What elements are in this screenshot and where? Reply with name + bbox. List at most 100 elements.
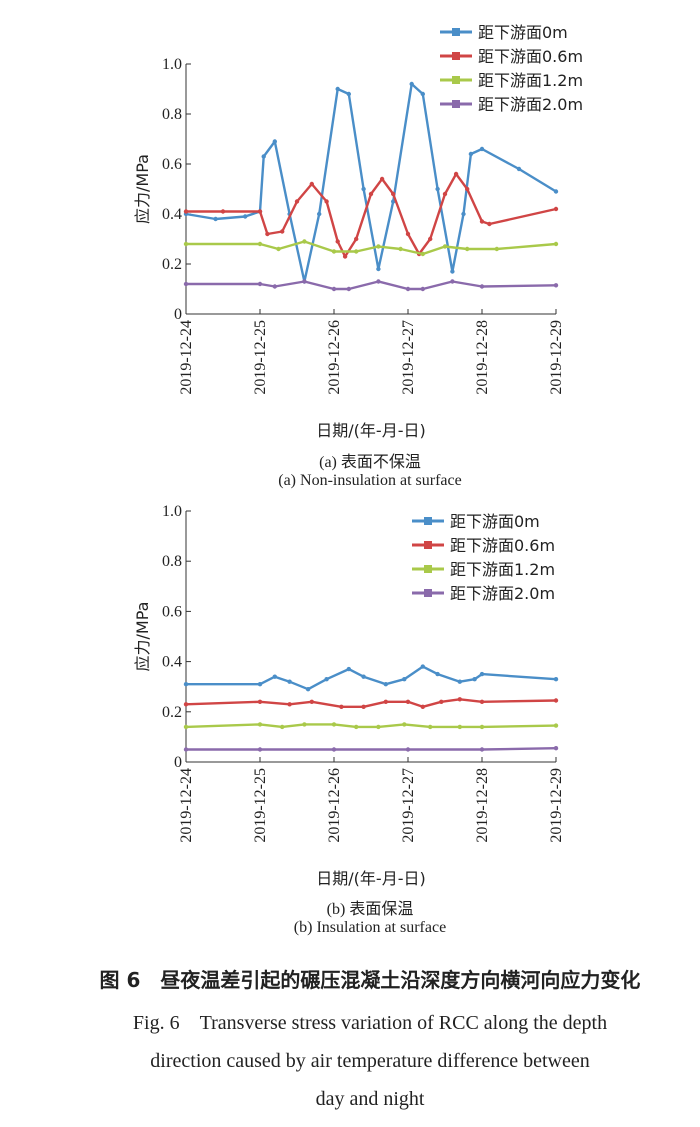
series-marker: [346, 91, 351, 97]
legend-label: 距下游面0.6m: [478, 47, 583, 66]
series-marker: [220, 209, 226, 214]
series-marker: [405, 699, 411, 704]
series-marker: [342, 254, 348, 259]
x-tick-label: 2019-12-29: [548, 320, 565, 395]
series-marker: [346, 666, 351, 672]
x-axis-title: 日期/(年-月-日): [316, 421, 425, 440]
series-marker: [324, 677, 329, 682]
x-tick-label: 2019-12-24: [178, 320, 195, 395]
series-marker: [261, 154, 266, 159]
series-marker: [479, 219, 485, 224]
series-marker: [302, 722, 307, 727]
legend-marker: [452, 52, 460, 60]
series-marker: [420, 251, 425, 257]
series-marker: [435, 186, 440, 192]
series-marker: [331, 286, 337, 292]
series-marker: [457, 697, 462, 702]
series-marker: [457, 724, 462, 730]
series-marker: [376, 279, 381, 284]
legend-label: 距下游面2.0m: [450, 584, 555, 603]
y-axis-title: 应力/MPa: [133, 602, 152, 672]
y-tick-label: 1.0: [162, 503, 182, 520]
series-marker: [479, 671, 485, 677]
y-tick-label: 0.4: [162, 206, 182, 223]
figure-caption-en-line3: day and night: [315, 1088, 425, 1110]
panel-b-label: (b) 表面保温: [326, 901, 414, 918]
series-marker: [402, 677, 407, 682]
series-marker: [335, 86, 340, 92]
series-marker: [376, 266, 381, 272]
panel-b-subtitle: (b) Insulation at surface: [293, 919, 447, 936]
series-marker: [305, 687, 311, 692]
legend-label: 距下游面1.2m: [450, 560, 555, 579]
legend-marker: [452, 100, 460, 108]
legend-marker: [424, 517, 432, 525]
series-marker: [361, 704, 366, 709]
series-marker: [302, 279, 307, 284]
series-marker: [272, 284, 277, 289]
legend-marker: [452, 76, 460, 84]
series-line: [186, 240, 557, 256]
series-marker: [376, 244, 381, 249]
series-line: [185, 698, 557, 708]
series-marker: [553, 698, 559, 703]
chart-panel-b: 0 0.2 0.4 0.6 0.8 1.0 2019-12-24 2019-12-25 2019…: [133, 503, 565, 888]
series-marker: [379, 176, 385, 182]
legend-marker: [424, 541, 432, 549]
panel-a-label: (a) 表面不保温: [319, 454, 421, 471]
y-tick-label: 1.0: [162, 56, 182, 73]
series-marker: [354, 249, 359, 254]
series-marker: [257, 241, 263, 247]
series-marker: [472, 677, 477, 682]
series-marker: [302, 239, 307, 244]
series-marker: [309, 699, 314, 704]
series-marker: [257, 209, 263, 214]
figure-caption-en: Fig. 6 Transverse stress variation of RC…: [60, 1004, 680, 1118]
series-marker: [553, 723, 559, 728]
y-tick-label: 0.4: [162, 654, 182, 671]
series-marker: [479, 699, 485, 704]
series-marker: [361, 186, 366, 192]
x-axis-title: 日期/(年-月-日): [316, 869, 425, 888]
series-marker: [461, 211, 466, 217]
series-marker: [553, 241, 559, 247]
series-marker: [468, 151, 474, 157]
series-marker: [442, 191, 448, 197]
series-marker: [479, 724, 485, 730]
series-marker: [331, 747, 337, 752]
series-marker: [335, 239, 340, 244]
series-marker: [465, 246, 470, 252]
series-marker: [553, 283, 559, 288]
series-marker: [257, 747, 263, 752]
series-marker: [453, 171, 459, 177]
y-tick-label: 0: [174, 754, 182, 771]
series-marker: [257, 281, 263, 287]
series-line: [185, 723, 557, 729]
series-marker: [183, 209, 189, 214]
series-marker: [183, 747, 189, 752]
series-marker: [183, 682, 189, 687]
series-line: [186, 747, 557, 751]
series-marker: [398, 246, 403, 252]
series-marker: [257, 699, 263, 704]
series-marker: [457, 679, 462, 684]
series-marker: [420, 704, 425, 709]
x-tick-label: 2019-12-29: [548, 768, 565, 843]
x-tick-label: 2019-12-27: [400, 320, 417, 395]
x-tick-label: 2019-12-25: [252, 320, 269, 395]
series-marker: [346, 286, 351, 292]
series-marker: [405, 747, 411, 752]
series-marker: [354, 724, 359, 730]
series-marker: [309, 181, 314, 187]
series-marker: [383, 682, 388, 687]
legend-label: 距下游面0.6m: [450, 536, 555, 555]
y-tick-label: 0.6: [162, 156, 182, 173]
y-tick-label: 0.6: [162, 603, 182, 620]
series-marker: [479, 747, 485, 752]
x-tick-label: 2019-12-28: [474, 320, 491, 395]
series-marker: [420, 91, 425, 97]
legend-label: 距下游面0m: [478, 23, 568, 42]
series-marker: [553, 746, 559, 751]
series-marker: [243, 214, 248, 219]
series-marker: [435, 671, 440, 677]
